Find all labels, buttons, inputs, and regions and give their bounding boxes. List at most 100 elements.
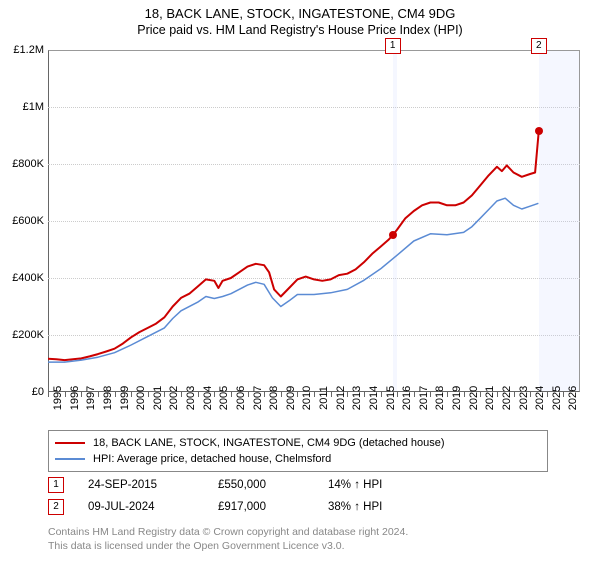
sale-marker-dot xyxy=(535,127,543,135)
sale-date: 24-SEP-2015 xyxy=(88,479,218,491)
x-tickmark xyxy=(115,392,116,397)
x-tick-label: 1995 xyxy=(52,386,64,410)
legend-swatch xyxy=(55,442,85,444)
x-tick-label: 2022 xyxy=(501,386,513,410)
x-tickmark xyxy=(447,392,448,397)
sale-marker-box: 1 xyxy=(385,38,401,54)
x-tick-label: 2015 xyxy=(385,386,397,410)
series-line xyxy=(48,198,538,362)
legend-row: 18, BACK LANE, STOCK, INGATESTONE, CM4 9… xyxy=(55,435,541,451)
x-tickmark xyxy=(181,392,182,397)
sale-date: 09-JUL-2024 xyxy=(88,501,218,513)
y-tick-label: £0 xyxy=(32,386,44,398)
x-tickmark xyxy=(547,392,548,397)
x-tickmark xyxy=(464,392,465,397)
x-tickmark xyxy=(281,392,282,397)
legend-label: HPI: Average price, detached house, Chel… xyxy=(93,453,331,465)
x-tick-label: 2008 xyxy=(268,386,280,410)
sale-row: 1 24-SEP-2015£550,00014% ↑ HPI xyxy=(48,474,448,496)
x-tickmark xyxy=(497,392,498,397)
x-tickmark xyxy=(48,392,49,397)
footer-line1: Contains HM Land Registry data © Crown c… xyxy=(48,526,408,540)
y-tick-label: £800K xyxy=(12,158,44,170)
x-tickmark xyxy=(314,392,315,397)
sale-row-marker: 1 xyxy=(48,477,64,493)
x-tickmark xyxy=(248,392,249,397)
x-tick-label: 2004 xyxy=(202,386,214,410)
x-tickmark xyxy=(81,392,82,397)
x-tickmark xyxy=(563,392,564,397)
legend-label: 18, BACK LANE, STOCK, INGATESTONE, CM4 9… xyxy=(93,437,445,449)
x-tick-label: 2000 xyxy=(135,386,147,410)
sale-price: £917,000 xyxy=(218,501,328,513)
sale-price: £550,000 xyxy=(218,479,328,491)
sale-row-marker: 2 xyxy=(48,499,64,515)
x-tick-label: 2012 xyxy=(335,386,347,410)
x-tickmark xyxy=(297,392,298,397)
chart-title: 18, BACK LANE, STOCK, INGATESTONE, CM4 9… xyxy=(0,6,600,21)
x-tickmark xyxy=(214,392,215,397)
x-tick-label: 2010 xyxy=(301,386,313,410)
footer-attribution: Contains HM Land Registry data © Crown c… xyxy=(48,526,408,553)
y-tick-label: £400K xyxy=(12,272,44,284)
x-tick-label: 2024 xyxy=(534,386,546,410)
sale-row: 2 09-JUL-2024£917,00038% ↑ HPI xyxy=(48,496,448,518)
x-tick-label: 2014 xyxy=(368,386,380,410)
chart-area: 12 £0£200K£400K£600K£800K£1M£1.2M 199519… xyxy=(48,50,580,392)
legend: 18, BACK LANE, STOCK, INGATESTONE, CM4 9… xyxy=(48,430,548,472)
sale-marker-box: 2 xyxy=(531,38,547,54)
x-tick-label: 2023 xyxy=(518,386,530,410)
x-tick-label: 2016 xyxy=(401,386,413,410)
x-tickmark xyxy=(397,392,398,397)
x-tick-label: 1999 xyxy=(119,386,131,410)
x-tick-label: 2011 xyxy=(318,386,330,410)
footer-line2: This data is licensed under the Open Gov… xyxy=(48,540,408,554)
sale-delta: 14% ↑ HPI xyxy=(328,479,448,491)
x-tick-label: 2025 xyxy=(551,386,563,410)
x-tickmark xyxy=(414,392,415,397)
x-tickmark xyxy=(331,392,332,397)
x-tickmark xyxy=(347,392,348,397)
legend-row: HPI: Average price, detached house, Chel… xyxy=(55,451,541,467)
x-tick-label: 1997 xyxy=(85,386,97,410)
x-tick-label: 2001 xyxy=(152,386,164,410)
y-tick-label: £1.2M xyxy=(13,44,44,56)
x-tickmark xyxy=(164,392,165,397)
x-tick-label: 2021 xyxy=(484,386,496,410)
x-tick-label: 2013 xyxy=(351,386,363,410)
x-tick-label: 2019 xyxy=(451,386,463,410)
sale-delta: 38% ↑ HPI xyxy=(328,501,448,513)
x-tickmark xyxy=(231,392,232,397)
x-tickmark xyxy=(148,392,149,397)
x-tick-label: 2003 xyxy=(185,386,197,410)
y-tick-label: £1M xyxy=(23,101,44,113)
x-tick-label: 2005 xyxy=(218,386,230,410)
x-tickmark xyxy=(514,392,515,397)
x-tick-label: 2007 xyxy=(252,386,264,410)
chart-container: 18, BACK LANE, STOCK, INGATESTONE, CM4 9… xyxy=(0,6,600,566)
chart-subtitle: Price paid vs. HM Land Registry's House … xyxy=(0,23,600,37)
x-tick-label: 2002 xyxy=(168,386,180,410)
x-tick-label: 1998 xyxy=(102,386,114,410)
x-tickmark xyxy=(530,392,531,397)
x-tickmark xyxy=(98,392,99,397)
x-tick-label: 2017 xyxy=(418,386,430,410)
x-tickmark xyxy=(364,392,365,397)
x-tickmark xyxy=(264,392,265,397)
line-series xyxy=(48,50,580,392)
x-tick-label: 1996 xyxy=(69,386,81,410)
y-tick-label: £600K xyxy=(12,215,44,227)
sale-marker-dot xyxy=(389,231,397,239)
x-tick-label: 2006 xyxy=(235,386,247,410)
sales-table: 1 24-SEP-2015£550,00014% ↑ HPI 2 09-JUL-202… xyxy=(48,474,448,518)
x-tickmark xyxy=(65,392,66,397)
x-tick-label: 2020 xyxy=(468,386,480,410)
x-tickmark xyxy=(430,392,431,397)
x-tickmark xyxy=(131,392,132,397)
legend-swatch xyxy=(55,458,85,460)
x-tickmark xyxy=(480,392,481,397)
x-tick-label: 2018 xyxy=(434,386,446,410)
x-tick-label: 2009 xyxy=(285,386,297,410)
series-line xyxy=(48,131,539,360)
x-tickmark xyxy=(381,392,382,397)
